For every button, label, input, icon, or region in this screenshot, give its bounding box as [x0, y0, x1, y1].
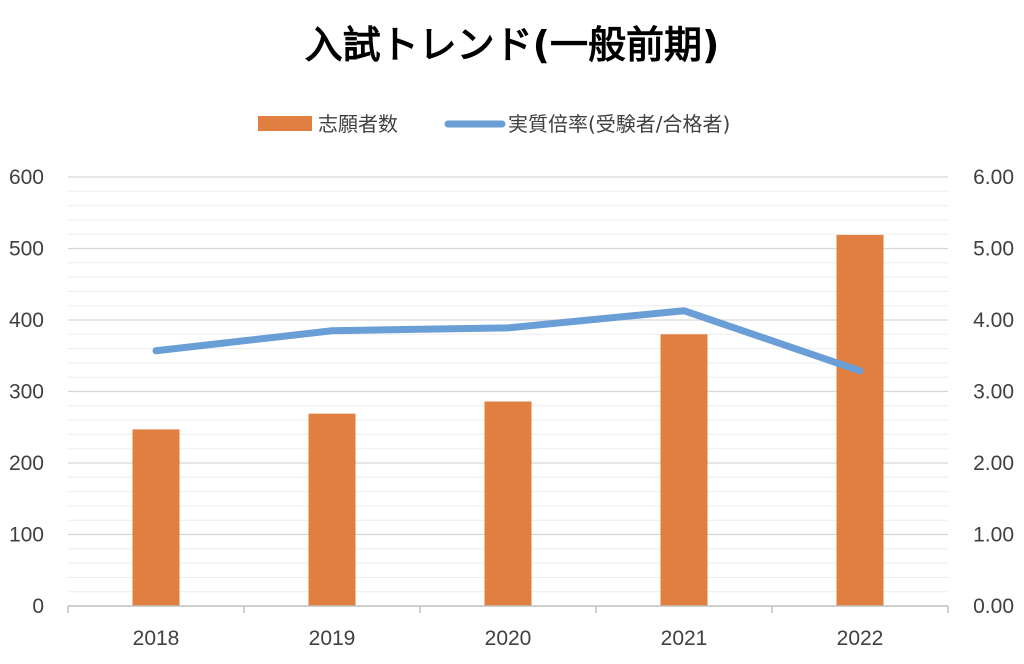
legend-label-applicants: 志願者数: [318, 112, 398, 136]
legend: 志願者数 実質倍率(受験者/合格者): [258, 112, 730, 136]
x-tick-label: 2022: [837, 627, 884, 650]
y-right-tick-label: 0.00: [973, 595, 1014, 618]
y-right-tick-label: 4.00: [973, 309, 1014, 332]
bar-2018: [132, 429, 180, 606]
y-right-tick-label: 2.00: [973, 452, 1014, 475]
legend-label-ratio: 実質倍率(受験者/合格者): [508, 112, 730, 136]
x-tick-label: 2018: [133, 627, 180, 650]
y-left-tick-label: 0: [32, 595, 44, 618]
y-left-tick-label: 500: [9, 238, 44, 261]
line-series: [152, 307, 864, 375]
y-left-tick-label: 400: [9, 309, 44, 332]
y-left-tick-label: 300: [9, 381, 44, 404]
y-left-tick-label: 200: [9, 452, 44, 475]
legend-swatch-applicants: [258, 116, 312, 131]
x-tick-label: 2019: [309, 627, 356, 650]
bar-2019: [308, 413, 356, 606]
bar-2020: [484, 401, 532, 606]
y-right-tick-label: 6.00: [973, 166, 1014, 189]
bar-2022: [836, 234, 884, 607]
y-right-tick-label: 3.00: [973, 381, 1014, 404]
y-right-tick-label: 5.00: [973, 238, 1014, 261]
x-tick-label: 2021: [661, 627, 708, 650]
y-right-tick-label: 1.00: [973, 524, 1014, 547]
bar-2021: [660, 334, 708, 606]
x-tick-label: 2020: [485, 627, 532, 650]
y-left-tick-label: 600: [9, 166, 44, 189]
y-left-tick-label: 100: [9, 524, 44, 547]
axes: 2018 2019 2020 2021 2022 0 100 200 300 400 500 600 0…: [9, 166, 1014, 650]
bar-series: [132, 234, 884, 607]
chart-title: 入試トレンド(一般前期): [305, 23, 720, 67]
